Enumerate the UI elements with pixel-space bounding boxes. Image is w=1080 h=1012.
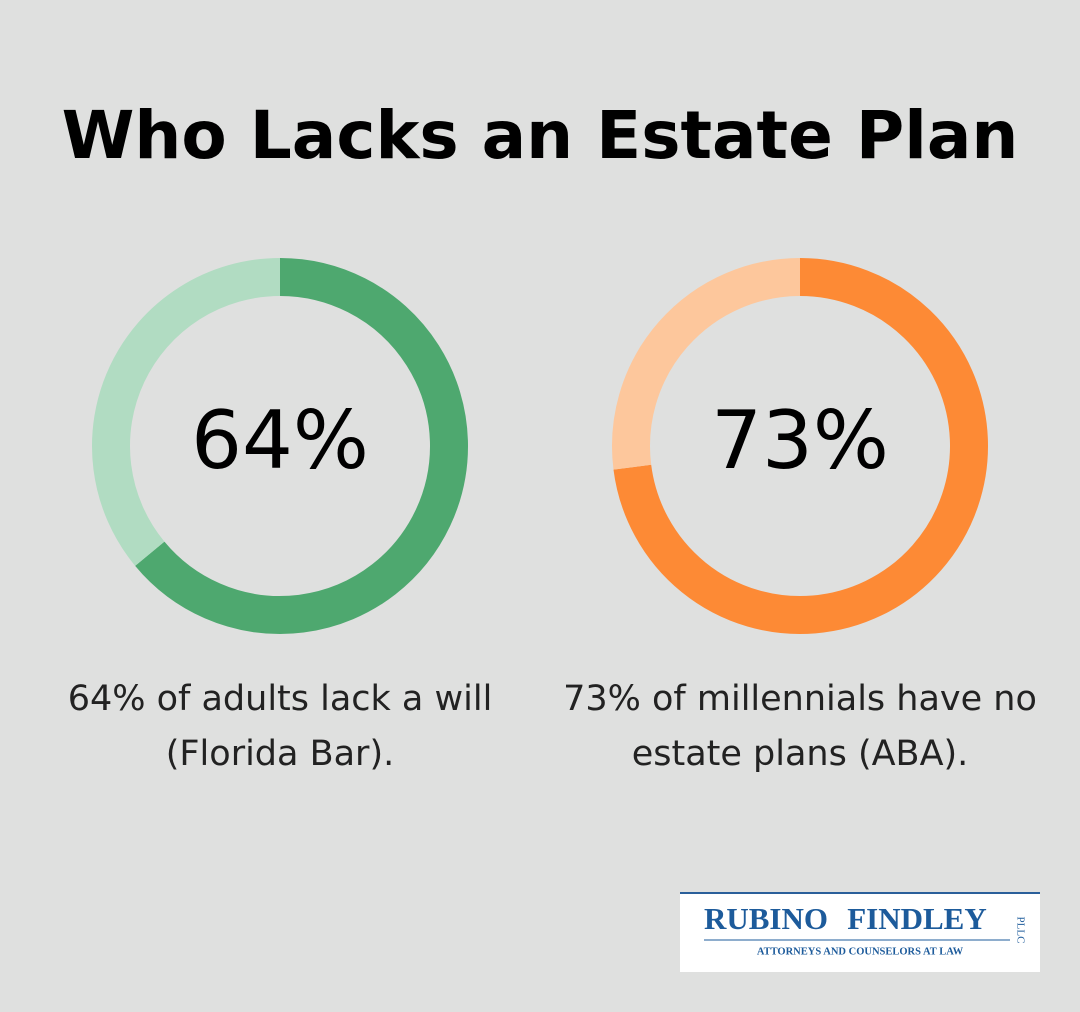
logo-suffix: PLLC — [1014, 917, 1026, 944]
donut-segment — [612, 258, 801, 470]
logo-name: RUBINO — [704, 901, 828, 936]
logo: RUBINO FINDLEY PLLC ATTORNEYS AND COUNSE… — [680, 892, 1040, 972]
center-label: 64% — [191, 394, 369, 487]
caption: (Florida Bar). — [166, 734, 394, 774]
donut-segment — [135, 258, 468, 634]
caption: estate plans (ABA). — [632, 734, 969, 774]
caption: 64% of adults lack a will — [68, 679, 493, 719]
title: Who Lacks an Estate Plan — [62, 97, 1019, 174]
caption: 73% of millennials have no — [563, 679, 1037, 719]
donut-segment — [92, 258, 281, 566]
logo-tagline: ATTORNEYS AND COUNSELORS AT LAW — [757, 946, 964, 957]
center-label: 73% — [711, 394, 889, 487]
donut-segment — [613, 258, 988, 634]
logo-name: FINDLEY — [847, 901, 987, 936]
logo-box — [680, 892, 1040, 972]
